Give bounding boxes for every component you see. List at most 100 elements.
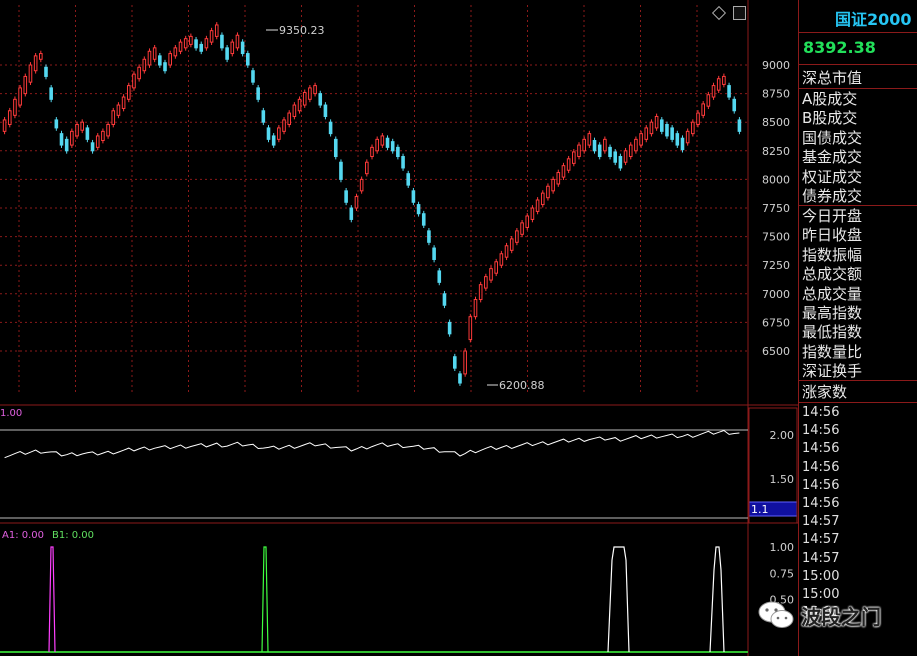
candlestick-series <box>2 22 742 386</box>
candle-body <box>297 98 302 112</box>
candle-body <box>463 350 467 375</box>
candle-body <box>23 75 28 95</box>
divider <box>799 64 917 65</box>
index-name: 国证2000 <box>835 10 912 29</box>
candle-body <box>572 151 576 164</box>
candle-body <box>401 156 405 169</box>
watermark-text: 波段之门 <box>801 605 881 629</box>
candle-body <box>551 178 555 192</box>
main-chart[interactable]: 9000 8750 8500 8250 8000 7750 7500 7250 7000 6750… <box>0 0 798 656</box>
candle-body <box>7 110 12 125</box>
price-tick-label: 7500 <box>762 231 790 244</box>
candle-body <box>530 207 535 220</box>
candle-body <box>411 190 416 203</box>
candle-body <box>328 121 333 135</box>
current-value: 1.1 <box>751 503 769 516</box>
watermark: 波段之门 <box>755 598 905 638</box>
low-annotation: 6200.88 <box>499 379 545 392</box>
divider <box>799 380 917 381</box>
candle-body <box>701 103 705 116</box>
stat-label: 权证成交 <box>802 167 863 186</box>
tick-time: 14:56 <box>802 405 840 420</box>
price-tick-label: 6750 <box>762 316 790 329</box>
divider <box>799 88 917 89</box>
candle-body <box>359 178 364 192</box>
candle-body <box>168 53 172 66</box>
candle-body <box>308 87 312 100</box>
index-info-panel: 国证2000 8392.38 深总市值 A股成交 B股成交 国债成交 基金成交 … <box>798 0 917 656</box>
tick-time: 14:56 <box>802 423 840 439</box>
candle-body <box>59 133 64 146</box>
market-cap-label: 深总市值 <box>802 69 863 87</box>
signal-spike-b <box>261 546 269 653</box>
candle-body <box>54 119 59 129</box>
price-axis: 9000 8750 8500 8250 8000 7750 7500 7250 7000 6750… <box>762 59 790 358</box>
candle-body <box>225 47 229 60</box>
candle-body <box>240 41 245 55</box>
indicator-label: 1.00 <box>0 408 22 419</box>
stat-label: 昨日收盘 <box>802 226 863 245</box>
stat-label: 债券成交 <box>802 187 863 206</box>
candle-body <box>302 91 307 106</box>
candle-body <box>613 151 618 163</box>
candle-body <box>691 121 695 135</box>
divider <box>799 32 917 33</box>
candle-body <box>287 112 292 125</box>
candle-body <box>535 199 540 212</box>
candle-body <box>121 96 126 109</box>
price-tick-label: 8750 <box>762 88 790 101</box>
tick-time: 14:56 <box>802 496 840 512</box>
price-tick-label: 8000 <box>762 173 790 186</box>
signal-tick-label: 0.75 <box>770 567 795 580</box>
candle-body <box>271 135 276 146</box>
candle-body <box>442 293 447 306</box>
candle-body <box>556 172 561 185</box>
candle-body <box>644 127 649 140</box>
candle-body <box>142 58 147 72</box>
price-annotations: 9350.23 6200.88 <box>266 24 545 392</box>
divider <box>799 205 917 206</box>
candle-body <box>587 133 592 146</box>
candle-body <box>173 47 178 57</box>
candle-body <box>90 142 95 152</box>
tick-time: 14:57 <box>802 550 840 566</box>
tick-time: 14:57 <box>802 514 840 530</box>
tick-time: 14:56 <box>802 441 840 457</box>
candle-body <box>101 130 105 142</box>
candle-body <box>178 41 183 52</box>
a1-label: A1: 0.00 <box>2 530 44 541</box>
candle-body <box>468 316 473 341</box>
candle-body <box>375 138 379 152</box>
candle-body <box>670 127 674 140</box>
candle-body <box>339 161 343 180</box>
candle-body <box>737 119 742 132</box>
candle-body <box>292 104 297 117</box>
b1-label: B1: 0.00 <box>52 530 94 541</box>
candle-body <box>608 146 612 158</box>
candle-body <box>520 222 524 235</box>
candle-body <box>484 276 488 289</box>
candle-body <box>344 190 348 203</box>
candle-body <box>251 70 255 83</box>
candle-body <box>256 87 260 100</box>
candle-body <box>546 185 550 199</box>
candle-body <box>582 138 586 152</box>
signal-plateau <box>607 546 630 653</box>
indicator-panel: 1.00 2.00 1.50 1.1 <box>0 407 798 524</box>
tick-time: 15:00 <box>802 568 840 584</box>
candle-body <box>509 238 514 251</box>
candle-body <box>380 135 385 146</box>
candle-body <box>722 75 726 85</box>
rising-count-label: 涨家数 <box>802 383 848 401</box>
stats-list-2: 今日开盘 昨日收盘 指数振幅 总成交额 总成交量 最高指数 最低指数 指数量比 … <box>802 207 862 382</box>
signal-tick-label: 1.00 <box>770 541 795 554</box>
candle-body <box>452 356 457 369</box>
candle-body <box>323 104 328 117</box>
window-icon[interactable] <box>733 6 746 20</box>
tick-time: 14:56 <box>802 477 840 493</box>
candle-body <box>494 261 498 274</box>
chart-area[interactable]: 9000 8750 8500 8250 8000 7750 7500 7250 7000 6750… <box>0 0 798 656</box>
candle-body <box>478 284 483 301</box>
candle-body <box>665 123 669 137</box>
candle-body <box>634 138 638 152</box>
